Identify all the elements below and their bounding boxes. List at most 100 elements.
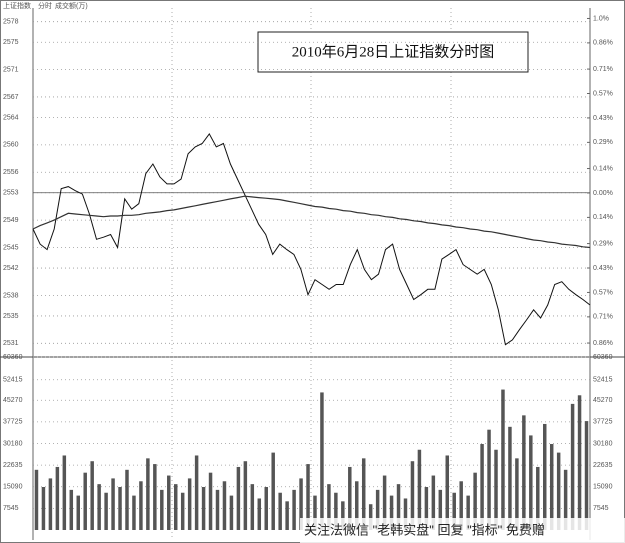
volume-bar <box>334 492 338 530</box>
volume-bar <box>431 475 436 530</box>
y-tick-label: 2531 <box>3 340 19 347</box>
volume-bar <box>549 444 554 530</box>
price-line <box>32 132 591 346</box>
y-tick-label: 2556 <box>3 169 19 176</box>
volume-bar <box>222 481 227 530</box>
y2-tick-label: 0.00% <box>593 190 613 197</box>
y-tick-label-right: 37725 <box>593 419 613 426</box>
volume-bar <box>410 461 415 530</box>
volume-bar <box>445 455 450 530</box>
y-tick-label-right: 15090 <box>593 484 613 491</box>
volume-bar <box>180 492 185 530</box>
volume-bar <box>522 415 526 530</box>
volume-bar <box>494 449 498 530</box>
volume-bar <box>515 458 519 530</box>
volume-bar <box>417 449 422 530</box>
volume-bar <box>320 392 324 530</box>
volume-bar <box>584 421 589 530</box>
y2-tick-label: 0.57% <box>593 289 613 296</box>
header-label: 上证指数 <box>3 1 31 10</box>
volume-bar <box>250 484 255 530</box>
y-tick-label: 2542 <box>3 265 19 272</box>
volume-bar <box>292 489 296 530</box>
y2-tick-label: 0.43% <box>593 265 613 272</box>
y-tick-label: 2553 <box>3 190 19 197</box>
volume-bar <box>452 492 456 530</box>
volume-bar <box>236 466 241 530</box>
volume-bar <box>563 469 568 530</box>
y-tick-label: 2571 <box>3 66 19 73</box>
volume-bar <box>577 395 582 530</box>
y-tick-label: 52415 <box>3 377 23 384</box>
volume-bar <box>132 495 136 530</box>
volume-bar <box>48 478 53 530</box>
y2-tick-label: 1.0% <box>593 15 609 22</box>
y-tick-label: 2535 <box>3 313 19 320</box>
volume-bar <box>41 487 46 530</box>
volume-bar <box>508 426 512 530</box>
volume-bar <box>501 389 505 530</box>
y-tick-label: 2578 <box>3 19 19 26</box>
volume-bar <box>118 487 122 530</box>
volume-bar <box>55 466 60 530</box>
y-tick-label: 2564 <box>3 114 19 121</box>
y2-tick-label: 0.86% <box>593 40 613 47</box>
volume-bar <box>160 489 164 530</box>
volume-bar <box>480 444 484 530</box>
y-tick-label: 22635 <box>3 462 23 469</box>
watermark: 关注法微信 "老韩实盘" 回复 "指标" 免费赠 <box>304 522 545 537</box>
y-tick-label: 2567 <box>3 94 19 101</box>
volume-bar <box>368 504 373 530</box>
volume-bar <box>76 495 80 530</box>
volume-bar <box>570 403 575 530</box>
volume-bar <box>299 478 303 530</box>
title-box <box>257 31 529 73</box>
y2-tick-label: 0.14% <box>593 214 613 221</box>
volume-bar <box>543 423 547 530</box>
y-tick-label: 15090 <box>3 484 23 491</box>
volume-bar <box>201 487 206 530</box>
header: 上证指数 分时 成交额(万) <box>3 1 88 10</box>
volume-bar <box>389 495 394 530</box>
volume-bar <box>438 489 443 530</box>
volume-bar <box>167 475 171 530</box>
volume-bar <box>375 489 380 530</box>
y-tick-label: 2549 <box>3 217 19 224</box>
y2-tick-label: 0.71% <box>593 314 613 321</box>
volume-bar <box>285 501 289 530</box>
y2-tick-label: 0.14% <box>593 165 613 172</box>
y-tick-label: 2575 <box>3 39 19 46</box>
volume-bar <box>173 484 178 530</box>
y-tick-label: 2560 <box>3 142 19 149</box>
volume-bar <box>361 458 366 530</box>
volume-bar <box>403 498 408 530</box>
y-tick-label: 60360 <box>3 354 23 361</box>
volume-bar <box>111 478 115 530</box>
y-tick-label-right: 45270 <box>593 397 613 404</box>
price-line <box>32 195 591 249</box>
volume-bar <box>424 487 429 530</box>
volume-bar <box>139 481 143 530</box>
volume-bar <box>487 429 491 530</box>
volume-bar <box>327 484 331 530</box>
chart-title: 2010年6月28日上证指数分时图 <box>292 43 495 60</box>
volume-bar <box>459 481 463 530</box>
volume-bar <box>536 466 540 530</box>
y-tick-label: 45270 <box>3 397 23 404</box>
volume-bar <box>348 466 352 530</box>
header-label: 成交额(万) <box>55 1 88 10</box>
volume-bar <box>153 464 157 530</box>
y-tick-label: 30180 <box>3 440 23 447</box>
volume-bar <box>187 478 192 530</box>
volume-bar <box>278 492 282 530</box>
y2-tick-label: 0.71% <box>593 66 613 73</box>
volume-bar <box>34 469 39 530</box>
volume-bar <box>396 484 401 530</box>
volume-bar <box>556 452 561 530</box>
volume-bar <box>104 492 108 530</box>
volume-bar <box>355 481 359 530</box>
volume-bar <box>271 452 275 530</box>
volume-bar <box>382 475 387 530</box>
